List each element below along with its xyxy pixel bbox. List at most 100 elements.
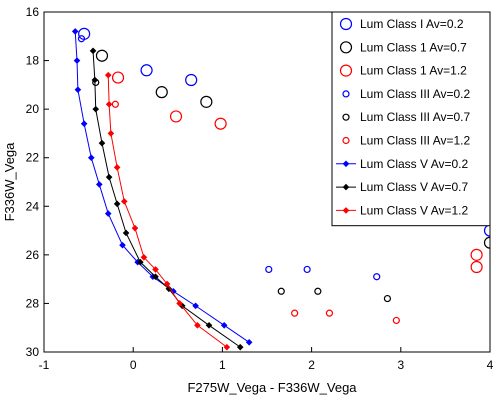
- data-point: [107, 130, 115, 137]
- data-point: [163, 280, 171, 288]
- data-point: [265, 265, 273, 274]
- y-tick-label: 24: [26, 199, 40, 213]
- x-axis: -1 0 1 2 3 4: [39, 347, 494, 372]
- data-point: [470, 260, 483, 274]
- series-3: [77, 35, 381, 281]
- legend-label: Lum Class III Av=0.2: [360, 87, 470, 101]
- y-axis: 16 18 20 22 24 26 28 30: [26, 5, 49, 359]
- legend-label: Lum Class 1 Av=0.7: [360, 40, 467, 54]
- data-point: [77, 35, 86, 43]
- legend-box: [331, 11, 491, 227]
- x-tick-label: 3: [397, 358, 404, 372]
- data-point: [92, 105, 100, 113]
- data-point: [98, 139, 106, 147]
- data-point: [483, 236, 490, 249]
- legend-marker: [342, 113, 350, 121]
- y-tick-label: 26: [26, 248, 40, 262]
- data-point: [169, 110, 183, 123]
- data-point: [119, 241, 126, 249]
- legend: Lum Class I Av=0.2 Lum Class 1 Av=0.7 Lum …: [331, 11, 491, 227]
- data-point: [383, 294, 392, 303]
- data-point: [74, 86, 82, 94]
- legend-label: Lum Class III Av=1.2: [360, 134, 470, 148]
- data-point: [392, 316, 400, 325]
- data-point: [104, 210, 112, 217]
- data-point: [152, 266, 159, 273]
- data-point: [71, 28, 79, 35]
- y-tick-label: 30: [26, 345, 40, 359]
- data-point: [113, 164, 121, 171]
- x-tick-label: 1: [219, 358, 226, 372]
- legend-label: Lum Class V Av=0.2: [360, 157, 468, 171]
- legend-marker: [339, 17, 353, 31]
- data-point: [105, 173, 113, 181]
- series-1: [95, 49, 490, 249]
- data-point: [140, 253, 148, 261]
- points-layer: [71, 27, 490, 351]
- legend-label: Lum Class V Av=1.2: [360, 203, 468, 217]
- y-tick-label: 22: [26, 151, 40, 165]
- data-point: [303, 265, 311, 274]
- data-point: [314, 287, 322, 295]
- data-point: [185, 73, 198, 87]
- x-tick-label: -1: [39, 358, 50, 372]
- data-point: [194, 321, 201, 329]
- data-point: [220, 321, 228, 329]
- legend-label: Lum Class 1 Av=1.2: [360, 64, 467, 78]
- legend-marker: [342, 207, 350, 214]
- y-tick-label: 20: [26, 102, 40, 116]
- data-point: [122, 229, 130, 237]
- data-point: [105, 100, 113, 108]
- data-point: [373, 273, 381, 281]
- data-point: [192, 302, 199, 310]
- legend-marker: [342, 90, 350, 98]
- x-axis-title: F275W_Vega - F336W_Vega: [187, 380, 357, 395]
- data-point: [176, 300, 183, 307]
- legend-marker: [342, 183, 350, 191]
- legend-label: Lum Class I Av=0.2: [360, 17, 464, 31]
- series-6: [71, 28, 253, 346]
- x-tick-label: 2: [308, 358, 315, 372]
- data-point: [120, 198, 128, 205]
- data-point: [483, 224, 490, 237]
- data-point: [73, 57, 81, 64]
- data-point: [111, 71, 125, 84]
- x-tick-label: 0: [130, 358, 137, 372]
- data-point: [89, 47, 97, 55]
- legend-label: Lum Class III Av=0.7: [360, 110, 470, 124]
- data-point: [87, 154, 95, 162]
- data-point: [214, 117, 227, 130]
- series-7: [89, 47, 244, 351]
- y-tick-label: 16: [26, 5, 40, 19]
- data-point: [104, 71, 112, 79]
- data-point: [155, 86, 168, 99]
- data-point: [165, 285, 173, 293]
- x-tick-label: 4: [487, 358, 494, 372]
- series-4: [92, 78, 392, 303]
- legend-marker: [342, 160, 350, 168]
- data-point: [245, 338, 253, 346]
- y-axis-title: F336W_Vega: [2, 142, 17, 222]
- data-point: [236, 343, 244, 351]
- data-point: [137, 258, 144, 266]
- data-point: [95, 49, 109, 62]
- series-line: [107, 75, 228, 348]
- data-point: [470, 248, 483, 261]
- data-point: [91, 76, 99, 84]
- legend-marker: [339, 64, 353, 77]
- data-point: [80, 120, 88, 128]
- data-point: [205, 321, 213, 329]
- data-point: [152, 273, 159, 281]
- data-point: [291, 309, 299, 317]
- y-tick-label: 18: [26, 54, 40, 68]
- series-8: [104, 71, 231, 351]
- legend-marker: [342, 136, 350, 145]
- series-line: [74, 31, 250, 343]
- series-2: [111, 71, 483, 274]
- data-point: [325, 309, 334, 317]
- data-point: [277, 287, 285, 295]
- legend-marker: [339, 41, 353, 54]
- data-point: [200, 95, 213, 108]
- data-point: [113, 200, 121, 208]
